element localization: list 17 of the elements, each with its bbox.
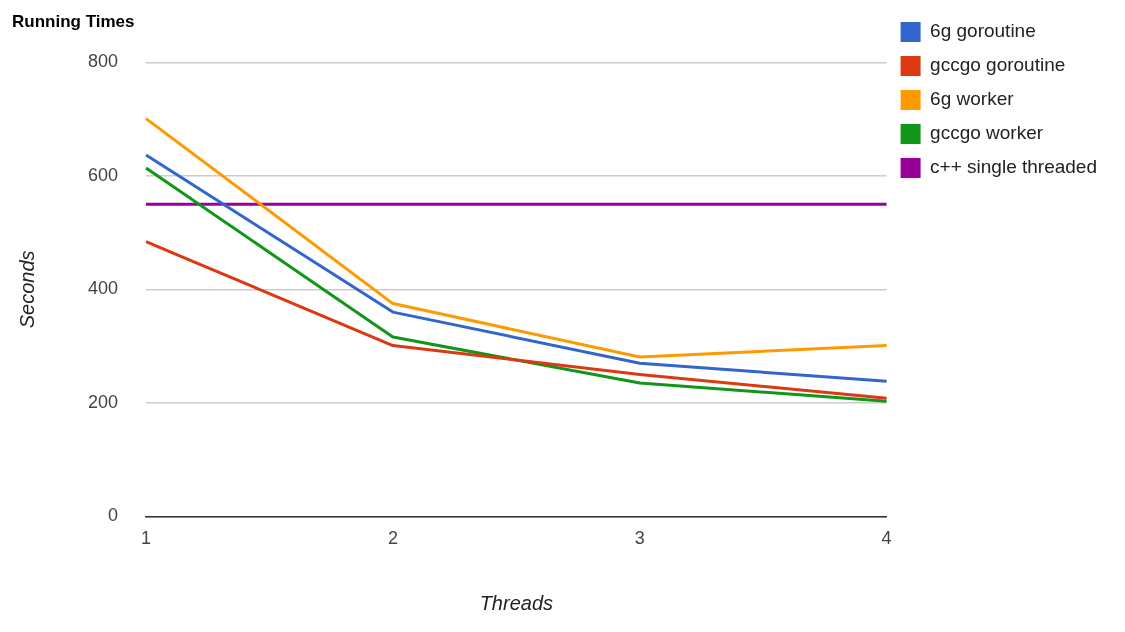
- legend-label: 6g worker: [930, 88, 1015, 110]
- chart-title: Running Times: [12, 11, 135, 31]
- y-tick-label: 0: [108, 505, 119, 526]
- x-tick-label: 1: [141, 528, 152, 549]
- legend-label: c++ single threaded: [930, 156, 1098, 178]
- y-tick-label: 400: [87, 278, 119, 299]
- legend-label: gccgo worker: [930, 122, 1044, 144]
- y-tick-label: 600: [87, 164, 119, 185]
- y-axis-title: Seconds: [15, 250, 38, 329]
- x-axis-title: Threads: [479, 591, 553, 614]
- y-tick-label: 200: [87, 391, 119, 412]
- legend-label: gccgo goroutine: [930, 54, 1066, 76]
- x-tick-label: 2: [387, 528, 398, 549]
- legend-label: 6g goroutine: [930, 20, 1036, 42]
- x-tick-label: 4: [881, 528, 892, 549]
- x-tick-label: 3: [634, 528, 645, 549]
- y-tick-label: 800: [87, 51, 119, 72]
